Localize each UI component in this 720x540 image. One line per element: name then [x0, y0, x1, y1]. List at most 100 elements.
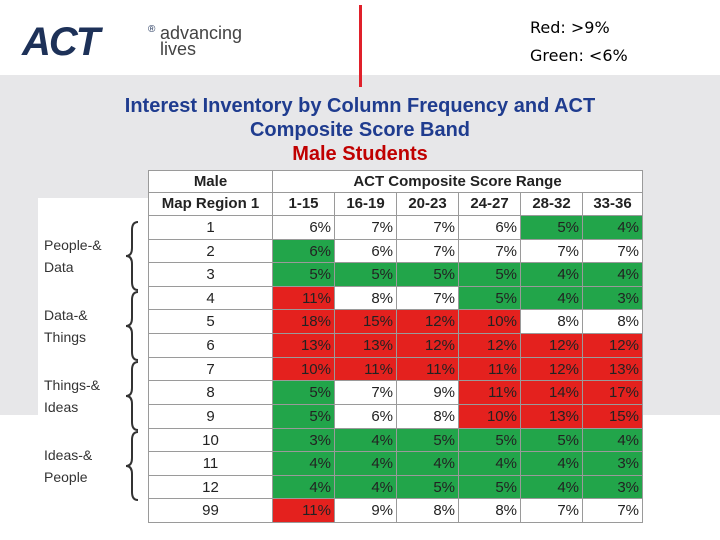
- cell: 4%: [520, 474, 583, 500]
- column-header: 24-27: [458, 192, 521, 216]
- cell: 12%: [520, 333, 583, 358]
- cell: 7%: [396, 215, 459, 240]
- cell: 5%: [458, 285, 521, 311]
- cell: 11%: [458, 380, 521, 405]
- legend-red: Red: >9%: [530, 18, 610, 37]
- side-label: Things-&: [44, 377, 101, 393]
- column-header: Map Region 1: [148, 192, 273, 216]
- cell: 4%: [520, 285, 583, 311]
- cell: 3%: [582, 474, 643, 500]
- cell: 8%: [396, 403, 459, 429]
- row-label: 5: [148, 309, 273, 335]
- cell: 5%: [458, 262, 521, 287]
- side-label: Data: [44, 259, 74, 275]
- cell: 4%: [582, 262, 643, 287]
- column-header: 28-32: [520, 192, 583, 216]
- cell: 11%: [458, 356, 521, 382]
- cell: 12%: [396, 333, 459, 358]
- side-label: People: [44, 469, 88, 485]
- cell: 4%: [334, 451, 397, 476]
- cell: 6%: [272, 215, 335, 240]
- cell: 6%: [334, 403, 397, 429]
- cell: 4%: [334, 474, 397, 500]
- row-label: 7: [148, 356, 273, 382]
- row-label: 4: [148, 285, 273, 311]
- logo: ACT: [22, 20, 100, 64]
- cell: 4%: [334, 427, 397, 453]
- cell: 15%: [582, 403, 643, 429]
- cell: 7%: [582, 238, 643, 264]
- side-label: People-&: [44, 237, 102, 253]
- row-label: 9: [148, 403, 273, 429]
- cell: 7%: [520, 498, 583, 523]
- cell: 5%: [334, 262, 397, 287]
- cell: 8%: [458, 498, 521, 523]
- cell: 4%: [396, 451, 459, 476]
- group-header: ACT Composite Score Range: [272, 170, 643, 193]
- side-label: Ideas: [44, 399, 79, 415]
- cell: 7%: [396, 285, 459, 311]
- column-header: 16-19: [334, 192, 397, 216]
- cell: 5%: [272, 403, 335, 429]
- cell: 10%: [458, 309, 521, 335]
- row-label: 99: [148, 498, 273, 523]
- row-label: 8: [148, 380, 273, 405]
- cell: 13%: [272, 333, 335, 358]
- row-label: 12: [148, 474, 273, 500]
- row-label: 11: [148, 451, 273, 476]
- cell: 10%: [272, 356, 335, 382]
- cell: 12%: [458, 333, 521, 358]
- cell: 4%: [272, 451, 335, 476]
- cell: 12%: [396, 309, 459, 335]
- cell: 3%: [272, 427, 335, 453]
- cell: 13%: [334, 333, 397, 358]
- cell: 12%: [582, 333, 643, 358]
- cell: 6%: [272, 238, 335, 264]
- tagline: lives: [160, 39, 197, 59]
- registered-mark: ®: [148, 24, 156, 35]
- cell: 7%: [458, 238, 521, 264]
- cell: 11%: [334, 356, 397, 382]
- cell: 4%: [520, 262, 583, 287]
- column-header: 20-23: [396, 192, 459, 216]
- cell: 6%: [334, 238, 397, 264]
- column-header: 33-36: [582, 192, 643, 216]
- cell: 11%: [272, 285, 335, 311]
- cell: 5%: [458, 427, 521, 453]
- cell: 11%: [272, 498, 335, 523]
- cell: 9%: [334, 498, 397, 523]
- row-label: 1: [148, 215, 273, 240]
- cell: 7%: [396, 238, 459, 264]
- cell: 18%: [272, 309, 335, 335]
- row-label: 10: [148, 427, 273, 453]
- legend-green: Green: <6%: [530, 46, 628, 65]
- cell: 5%: [396, 474, 459, 500]
- cell: 15%: [334, 309, 397, 335]
- row-label: 3: [148, 262, 273, 287]
- cell: 8%: [334, 285, 397, 311]
- side-label: Ideas-&: [44, 447, 93, 463]
- cell: 12%: [520, 356, 583, 382]
- cell: 7%: [334, 215, 397, 240]
- side-label: Data-&: [44, 307, 88, 323]
- cell: 8%: [520, 309, 583, 335]
- divider: [359, 5, 362, 87]
- subtitle: Male Students: [292, 143, 428, 165]
- cell: 5%: [396, 427, 459, 453]
- cell: 10%: [458, 403, 521, 429]
- cell: 13%: [582, 356, 643, 382]
- cell: 7%: [582, 498, 643, 523]
- cell: 17%: [582, 380, 643, 405]
- cell: 5%: [396, 262, 459, 287]
- title: Interest Inventory by Column Frequency a…: [124, 95, 596, 117]
- cell: 5%: [520, 215, 583, 240]
- cell: 4%: [458, 451, 521, 476]
- cell: 7%: [520, 238, 583, 264]
- cell: 4%: [582, 215, 643, 240]
- tagline: advancing: [160, 23, 243, 43]
- cell: 13%: [520, 403, 583, 429]
- cell: 8%: [396, 498, 459, 523]
- cell: 4%: [520, 451, 583, 476]
